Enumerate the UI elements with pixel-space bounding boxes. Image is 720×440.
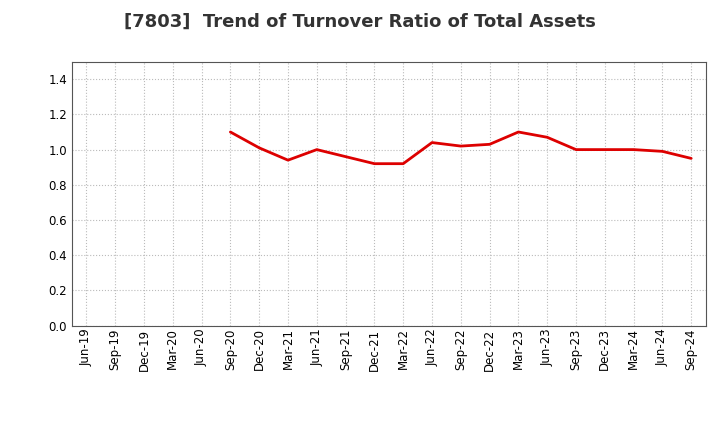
Text: [7803]  Trend of Turnover Ratio of Total Assets: [7803] Trend of Turnover Ratio of Total … bbox=[124, 13, 596, 31]
